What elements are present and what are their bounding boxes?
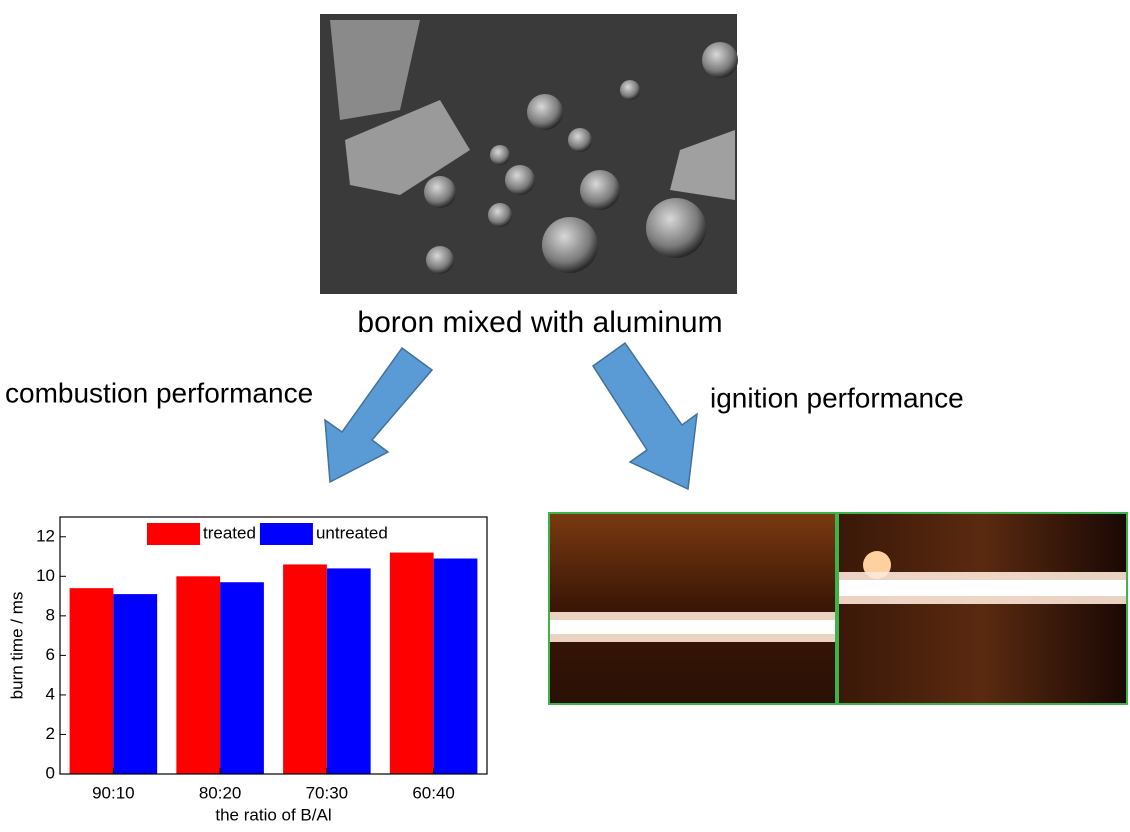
sem-caption: boron mixed with aluminum <box>357 306 722 339</box>
bar <box>326 568 371 774</box>
bar <box>283 564 327 774</box>
x-tick-label: 70:30 <box>306 783 349 802</box>
y-tick-label: 6 <box>46 645 55 664</box>
right-label: ignition performance <box>710 382 964 413</box>
legend-label: untreated <box>316 523 388 542</box>
y-tick-label: 4 <box>46 684 55 703</box>
y-tick-label: 2 <box>46 724 55 743</box>
ignition-images <box>548 512 1128 705</box>
arrow <box>591 341 698 491</box>
bar-chart: 0 2 4 6 8 10 12 90:10 80:20 70:30 60:40 the ratio o… <box>7 516 488 824</box>
sem-image <box>320 14 738 294</box>
bar <box>69 588 114 774</box>
bar <box>433 558 478 774</box>
x-tick-label: 80:20 <box>199 783 242 802</box>
legend-swatch <box>147 523 200 545</box>
x-tick-label: 60:40 <box>412 783 455 802</box>
bar <box>389 552 434 774</box>
left-label: combustion performance <box>5 377 313 408</box>
bar <box>113 594 158 774</box>
x-axis-label: the ratio of B/Al <box>215 805 331 824</box>
bar <box>176 576 221 774</box>
y-tick-label: 12 <box>36 526 55 545</box>
y-tick-label: 10 <box>36 566 55 585</box>
plot-frame <box>59 516 488 775</box>
y-axis-label: burn time / ms <box>7 592 26 700</box>
x-tick-label: 90:10 <box>92 783 135 802</box>
y-tick-label: 0 <box>46 763 55 782</box>
arrow <box>324 346 434 484</box>
y-tick-label: 8 <box>46 605 55 624</box>
legend-label: treated <box>203 523 256 542</box>
bar <box>220 582 264 774</box>
legend-swatch <box>259 523 313 545</box>
